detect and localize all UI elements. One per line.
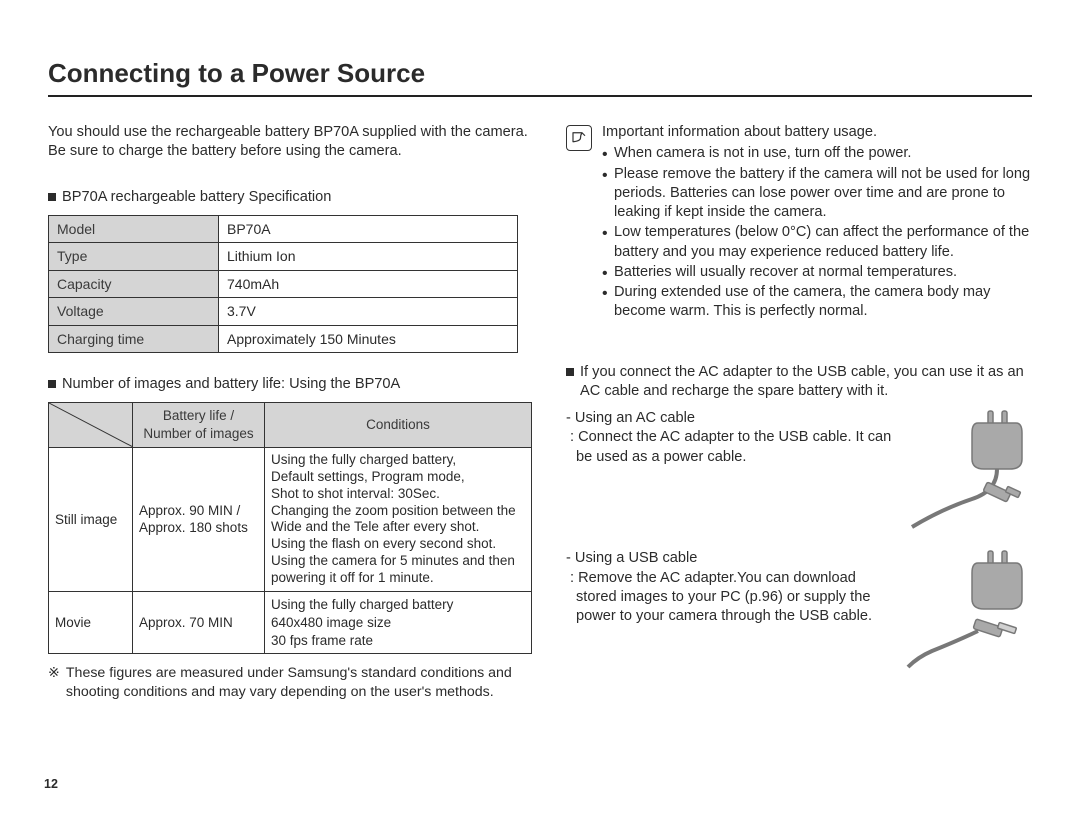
table-row: Charging timeApproximately 150 Minutes [49, 325, 518, 352]
table-row: TypeLithium Ion [49, 243, 518, 270]
table-row: ModelBP70A [49, 215, 518, 242]
footnote: ※ These figures are measured under Samsu… [48, 664, 532, 701]
note-icon [566, 125, 592, 151]
ac-cable-title: - Using an AC cable [566, 409, 894, 428]
list-item: When camera is not in use, turn off the … [602, 144, 1032, 163]
usb-cable-title: - Using a USB cable [566, 549, 894, 568]
note-list: When camera is not in use, turn off the … [602, 144, 1032, 321]
life-heading: Number of images and battery life: Using… [48, 375, 532, 394]
list-item: During extended use of the camera, the c… [602, 283, 1032, 322]
note-box: Important information about battery usag… [566, 123, 1032, 323]
adapter-heading-text: If you connect the AC adapter to the USB… [580, 363, 1032, 402]
page-title: Connecting to a Power Source [48, 58, 1032, 97]
table-row: Capacity740mAh [49, 270, 518, 297]
note-lead: Important information about battery usag… [602, 123, 1032, 142]
ac-cable-illustration [902, 409, 1032, 535]
square-bullet-icon [48, 380, 56, 388]
life-heading-text: Number of images and battery life: Using… [62, 375, 400, 394]
ac-cable-body: : Connect the AC adapter to the USB cabl… [566, 428, 894, 467]
usb-cable-illustration [902, 549, 1032, 675]
spec-heading-text: BP70A rechargeable battery Specification [62, 188, 331, 207]
battery-life-table: Battery life / Number of images Conditio… [48, 402, 532, 654]
diagonal-header-cell [49, 403, 133, 448]
table-row: Voltage3.7V [49, 298, 518, 325]
spec-table: ModelBP70A TypeLithium Ion Capacity740mA… [48, 215, 518, 353]
list-item: Please remove the battery if the camera … [602, 165, 1032, 223]
footnote-text: These figures are measured under Samsung… [66, 664, 532, 701]
life-col2-header: Battery life / Number of images [133, 403, 265, 448]
right-column: Important information about battery usag… [566, 123, 1032, 702]
table-row: Still image Approx. 90 MIN / Approx. 180… [49, 447, 532, 591]
footnote-mark: ※ [48, 664, 60, 701]
square-bullet-icon [48, 193, 56, 201]
list-item: Batteries will usually recover at normal… [602, 263, 1032, 282]
list-item: Low temperatures (below 0°C) can affect … [602, 223, 1032, 262]
spec-heading: BP70A rechargeable battery Specification [48, 188, 532, 207]
left-column: You should use the rechargeable battery … [48, 123, 532, 702]
page-number: 12 [44, 777, 58, 791]
table-row: Movie Approx. 70 MIN Using the fully cha… [49, 591, 532, 653]
square-bullet-icon [566, 368, 574, 376]
intro-text: You should use the rechargeable battery … [48, 123, 532, 162]
usb-cable-body: : Remove the AC adapter.You can download… [566, 569, 894, 627]
usb-cable-row: - Using a USB cable : Remove the AC adap… [566, 549, 1032, 675]
adapter-heading: If you connect the AC adapter to the USB… [566, 363, 1032, 402]
ac-cable-row: - Using an AC cable : Connect the AC ada… [566, 409, 1032, 535]
life-col3-header: Conditions [265, 403, 532, 448]
